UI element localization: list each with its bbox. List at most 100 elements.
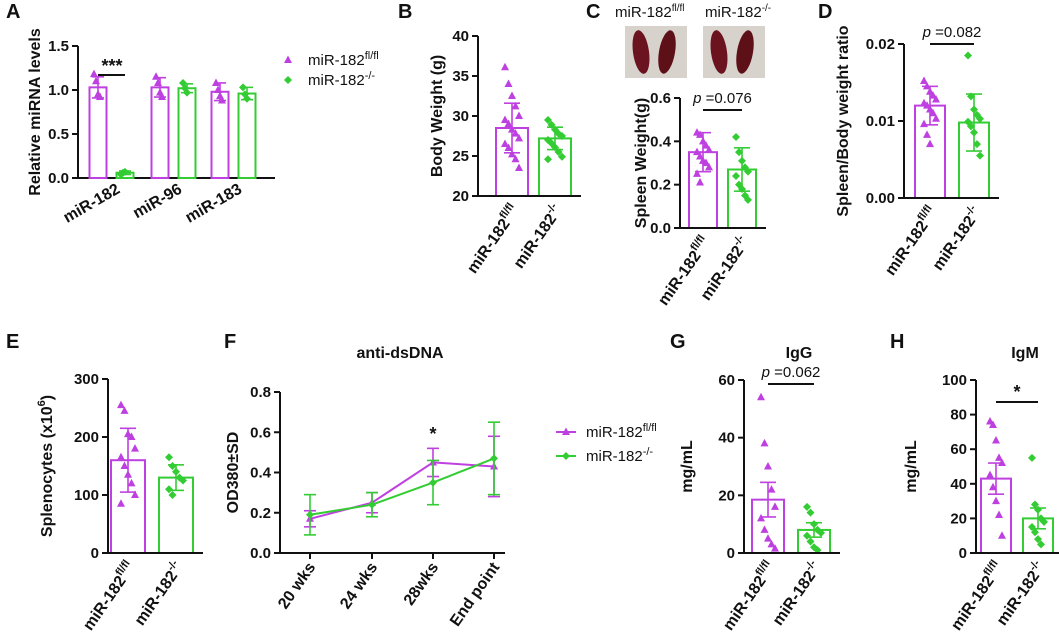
data-point bbox=[926, 87, 934, 95]
y-tick-label: 0 bbox=[727, 545, 735, 562]
significance-stars: * bbox=[429, 424, 436, 444]
x-tick-label-base: miR-182 bbox=[882, 218, 932, 279]
data-point bbox=[511, 129, 520, 137]
data-point bbox=[806, 537, 815, 546]
data-point bbox=[932, 114, 940, 122]
y-tick-label: 0.5 bbox=[48, 126, 69, 143]
data-point bbox=[744, 195, 752, 204]
data-point bbox=[127, 478, 136, 487]
legend-label: miR-182-/- bbox=[586, 446, 653, 465]
y-axis-label: Body Weight (g) bbox=[429, 55, 446, 177]
data-point bbox=[158, 92, 166, 101]
data-point bbox=[551, 143, 559, 152]
x-tick-label-base: miR-182 bbox=[698, 243, 748, 304]
panel-title: anti-dsDNA bbox=[356, 345, 444, 362]
data-point bbox=[932, 94, 940, 103]
spleen-image bbox=[658, 30, 676, 74]
legend-label-base: miR-182 bbox=[586, 424, 643, 441]
y-axis-label-text: Splenocytes (x10 bbox=[39, 406, 56, 537]
data-point bbox=[511, 154, 520, 163]
data-point bbox=[817, 528, 825, 537]
data-point bbox=[544, 116, 552, 124]
panel-D: D 0.00 0.01 0.02 Spleen/Body weight ratio miR… bbox=[818, 1, 999, 279]
significance-stars: * bbox=[1013, 382, 1020, 402]
data-point bbox=[165, 453, 173, 462]
x-tick-label: miR-182-/- bbox=[508, 201, 566, 272]
data-point bbox=[989, 420, 997, 428]
y-tick-label: 80 bbox=[950, 407, 967, 424]
photo-label-sup: fl/fl bbox=[672, 3, 685, 14]
data-point bbox=[923, 130, 931, 138]
y-axis-label: mg/mL bbox=[679, 440, 696, 493]
data-point bbox=[923, 81, 931, 90]
panel-F: F 0.0 0.2 0.4 0.6 0.8 OD380±SD anti-dsDNA 20 wks… bbox=[224, 331, 657, 630]
data-point bbox=[738, 156, 746, 165]
panel-H: H020406080100mg/mLmiR-182fl/flmiR-182-/-… bbox=[890, 331, 1059, 634]
data-point bbox=[967, 122, 975, 131]
spleen-image bbox=[736, 30, 754, 74]
data-point bbox=[803, 531, 811, 540]
data-point bbox=[705, 145, 713, 153]
data-point bbox=[90, 69, 98, 78]
x-tick-label-base: miR-182 bbox=[770, 568, 820, 629]
y-tick-label: 0.6 bbox=[650, 90, 671, 107]
panel-letter: G bbox=[670, 331, 686, 353]
data-point bbox=[179, 476, 187, 485]
photo-label-sup: -/- bbox=[762, 3, 771, 14]
p-value-text: =0.076 bbox=[701, 90, 751, 107]
p-symbol: p bbox=[922, 24, 931, 41]
photo-label: miR-182fl/fl bbox=[615, 3, 684, 21]
panel-title: IgG bbox=[786, 345, 813, 362]
y-axis-label: mg/mL bbox=[903, 440, 920, 493]
data-point bbox=[964, 51, 972, 60]
x-tick-label: miR-182fl/fl bbox=[78, 558, 140, 634]
p-value: p =0.082 bbox=[922, 24, 982, 41]
y-tick-label: 35 bbox=[452, 68, 469, 85]
x-tick-label: miR-182 bbox=[61, 181, 123, 227]
p-value: p =0.076 bbox=[692, 90, 752, 107]
data-point bbox=[702, 141, 710, 149]
data-point bbox=[989, 482, 997, 491]
data-point bbox=[504, 119, 513, 127]
y-axis-label-text: Relative miRNA levels bbox=[27, 28, 44, 196]
y-axis-label-text: mg/mL bbox=[903, 440, 920, 493]
bar bbox=[150, 86, 170, 179]
data-point bbox=[926, 139, 934, 148]
y-tick-label: 0.2 bbox=[650, 177, 671, 194]
photo-label: miR-182-/- bbox=[705, 3, 771, 21]
panel-letter: C bbox=[586, 1, 600, 23]
data-point bbox=[764, 462, 772, 470]
data-point bbox=[547, 120, 556, 129]
data-point bbox=[243, 94, 251, 103]
data-point bbox=[501, 115, 509, 123]
data-point bbox=[923, 101, 931, 109]
data-point bbox=[973, 140, 981, 149]
data-point bbox=[121, 167, 129, 176]
data-point bbox=[803, 502, 811, 511]
y-tick-label: 0.02 bbox=[866, 36, 895, 53]
data-point bbox=[920, 76, 928, 84]
data-point bbox=[992, 496, 1000, 505]
spleen-image bbox=[710, 30, 728, 74]
panel-letter: D bbox=[818, 1, 832, 23]
data-point bbox=[735, 148, 743, 157]
x-tick-label-base: miR-182 bbox=[655, 248, 705, 309]
y-tick-label: 1.5 bbox=[48, 38, 69, 55]
data-point bbox=[976, 151, 984, 160]
data-point bbox=[120, 461, 129, 469]
data-point bbox=[926, 104, 934, 113]
legend-label-base: miR-182 bbox=[308, 52, 365, 69]
data-point bbox=[501, 139, 509, 147]
bar bbox=[88, 86, 108, 179]
panel-title: IgM bbox=[1011, 345, 1039, 362]
data-point bbox=[92, 76, 100, 85]
y-tick-label: 0.0 bbox=[650, 220, 671, 237]
y-tick-label: 20 bbox=[718, 487, 735, 504]
p-value-text: =0.062 bbox=[770, 364, 820, 381]
data-point bbox=[168, 462, 177, 470]
p-value-text: =0.082 bbox=[931, 24, 981, 41]
legend-label-sup: -/- bbox=[643, 446, 654, 458]
data-point bbox=[767, 485, 776, 493]
